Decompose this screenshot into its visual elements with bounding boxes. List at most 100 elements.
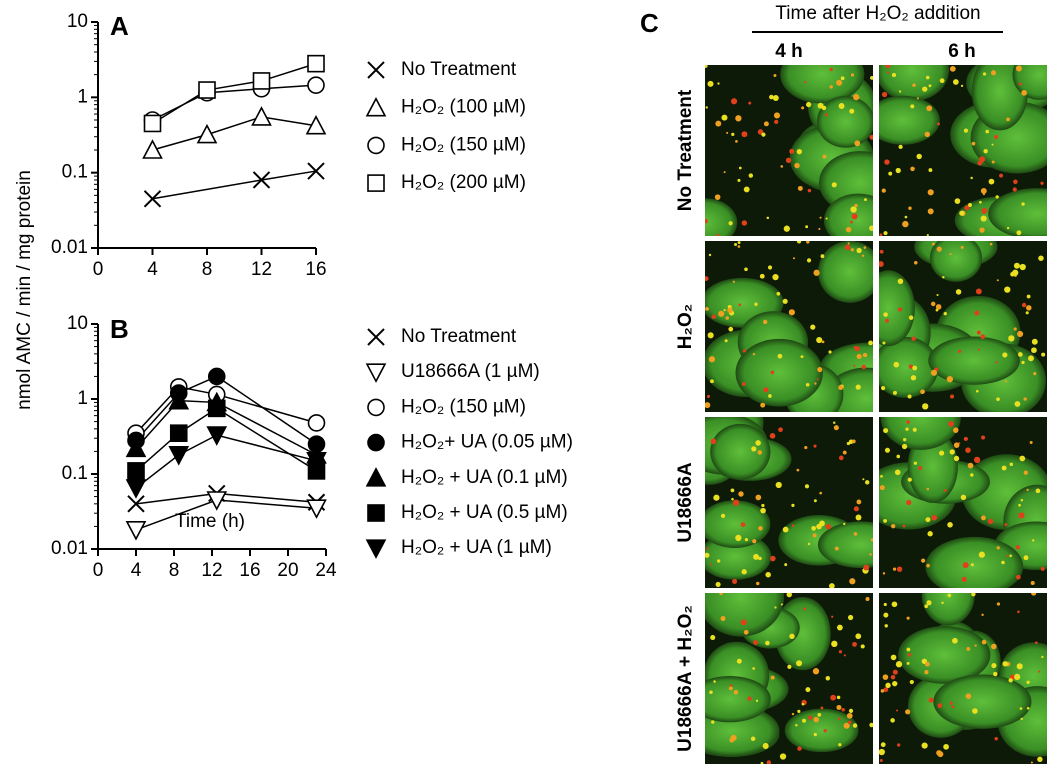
vesicle <box>970 473 974 477</box>
vesicle <box>980 334 986 340</box>
vesicle <box>784 563 788 567</box>
vesicle <box>820 706 824 710</box>
vesicle <box>902 220 909 228</box>
vesicle <box>926 105 933 112</box>
vesicle <box>711 720 715 724</box>
vesicle <box>905 427 909 431</box>
vesicle <box>981 613 984 617</box>
vesicle <box>744 267 748 272</box>
vesicle <box>1001 465 1007 471</box>
vesicle <box>910 104 915 109</box>
vesicle <box>748 101 752 105</box>
vesicle <box>982 72 987 76</box>
marker <box>143 114 162 133</box>
vesicle <box>735 115 742 122</box>
vesicle <box>1012 187 1017 192</box>
vesicle <box>805 101 812 108</box>
vesicle <box>1031 593 1037 596</box>
vesicle <box>843 522 846 526</box>
vesicle <box>734 242 738 246</box>
vesicle <box>916 97 919 100</box>
vesicle <box>949 449 955 455</box>
vesicle <box>897 307 903 312</box>
legend-label: No Treatment <box>401 326 517 347</box>
cell <box>710 423 771 480</box>
cell <box>816 95 873 148</box>
vesicle <box>737 245 741 248</box>
vesicle <box>880 474 883 478</box>
vesicle <box>1002 352 1008 358</box>
vesicle <box>802 718 807 723</box>
vesicle <box>927 531 933 537</box>
vesicle <box>1004 380 1008 383</box>
vesicle <box>806 241 810 244</box>
vesicle <box>894 469 901 476</box>
marker <box>307 162 325 180</box>
vesicle <box>852 723 858 728</box>
vesicle <box>879 249 884 254</box>
vesicle <box>711 314 717 319</box>
marker <box>125 521 147 541</box>
vesicle <box>1038 255 1044 261</box>
vesicle <box>906 499 912 506</box>
cell <box>988 188 1047 236</box>
vesicle <box>951 705 955 709</box>
marker <box>367 433 385 452</box>
vesicle <box>869 722 873 728</box>
vesicle <box>960 245 964 249</box>
vesicle <box>770 370 775 375</box>
vesicle <box>1016 230 1022 236</box>
vesicle <box>832 421 836 424</box>
series-line <box>152 62 317 125</box>
vesicle <box>767 265 773 270</box>
panel-label: A <box>110 11 129 41</box>
cell <box>780 65 865 104</box>
vesicle <box>880 386 886 391</box>
marker <box>142 139 163 159</box>
vesicle <box>737 178 741 182</box>
vesicle <box>880 742 886 748</box>
vesicle <box>980 187 987 194</box>
vesicle <box>921 742 928 749</box>
vesicle <box>879 485 885 491</box>
vesicle <box>888 171 893 176</box>
vesicle <box>936 293 939 297</box>
series-line <box>152 116 317 151</box>
vesicle <box>881 188 886 193</box>
marker <box>306 499 327 519</box>
vesicle <box>948 421 954 427</box>
y-tick-label: 0.1 <box>62 162 88 183</box>
vesicle <box>863 246 867 249</box>
vesicle <box>1004 286 1011 293</box>
vesicle <box>840 76 845 81</box>
vesicle <box>980 215 987 222</box>
x-tick-label: 8 <box>202 259 213 280</box>
vesicle <box>731 132 735 136</box>
micrograph <box>705 417 873 588</box>
vesicle <box>797 185 803 191</box>
vesicle <box>796 148 803 155</box>
vesicle <box>769 94 774 100</box>
cell <box>879 336 939 398</box>
vesicle <box>760 761 764 764</box>
series-line <box>135 386 317 434</box>
vesicle <box>744 538 749 542</box>
vesicle <box>976 330 981 335</box>
y-tick-label: 0.1 <box>62 463 88 484</box>
vesicle <box>890 654 897 661</box>
vesicle <box>916 153 922 160</box>
vesicle <box>964 205 970 211</box>
cell <box>879 65 950 102</box>
vesicle <box>891 524 896 529</box>
vesicle <box>853 532 858 536</box>
series-line <box>135 492 317 505</box>
marker <box>365 539 387 559</box>
vesicle <box>791 712 795 716</box>
vesicle <box>922 403 929 410</box>
vesicle <box>1026 680 1030 684</box>
vesicle <box>1002 661 1008 667</box>
vesicle <box>1026 294 1031 299</box>
vesicle <box>918 466 923 471</box>
vesicle <box>1021 360 1025 365</box>
x-tick-label: 8 <box>169 560 180 581</box>
